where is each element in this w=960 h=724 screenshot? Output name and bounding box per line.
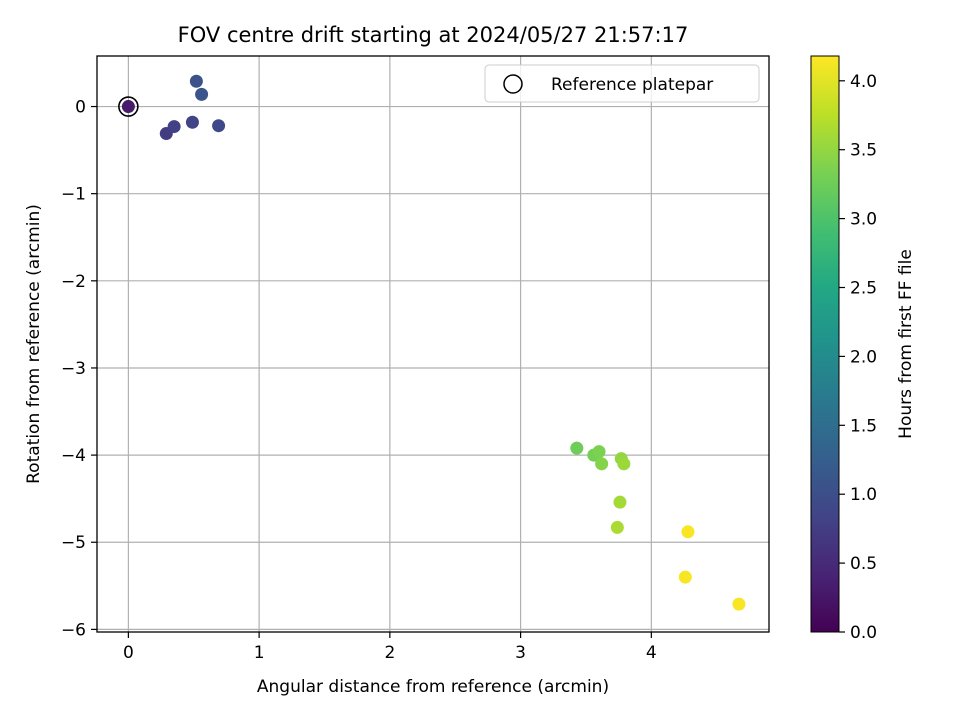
data-point [678, 570, 692, 584]
x-tick-label: 2 [384, 643, 395, 663]
legend-label: Reference platepar [551, 75, 713, 95]
data-point [613, 495, 627, 509]
data-point [570, 441, 584, 455]
colorbar-tick-label: 0.0 [850, 623, 877, 643]
colorbar-tick-label: 3.5 [850, 141, 877, 161]
axis-ticks: 0 1 2 3 4 0 −1 −2 −3 −4 −5 −6 [61, 98, 657, 663]
x-axis-label: Angular distance from reference (arcmin) [257, 677, 609, 697]
plot-frame [96, 55, 770, 633]
colorbar-tick-label: 3.0 [850, 210, 877, 230]
legend: Reference platepar [484, 64, 760, 103]
x-tick-label: 4 [646, 643, 657, 663]
grid-lines [97, 56, 769, 632]
data-point [595, 457, 609, 471]
y-tick-label: −6 [61, 620, 86, 640]
data-point [732, 597, 746, 611]
colorbar-tick-label: 2.5 [850, 279, 877, 299]
colorbar-tick-label: 2.0 [850, 347, 877, 367]
reference-platepar-marker [118, 96, 139, 117]
chart-title: FOV centre drift starting at 2024/05/27 … [178, 23, 689, 47]
y-tick-label: −2 [61, 272, 86, 292]
legend-marker [503, 74, 523, 94]
x-tick-label: 1 [254, 643, 265, 663]
data-point [121, 100, 135, 114]
data-point [212, 119, 226, 133]
data-point [681, 525, 695, 539]
data-point [195, 87, 209, 101]
y-tick-label: −1 [61, 185, 86, 205]
data-point [189, 74, 203, 88]
colorbar: 0.0 0.5 1.0 1.5 2.0 2.5 3.0 3.5 4.0 Hours from f… [810, 55, 916, 643]
colorbar-ticks: 0.0 0.5 1.0 1.5 2.0 2.5 3.0 3.5 4.0 [839, 72, 877, 643]
data-point [167, 120, 181, 134]
colorbar-tick-label: 1.0 [850, 485, 877, 505]
y-tick-label: 0 [75, 98, 86, 118]
y-tick-label: −4 [61, 446, 86, 466]
x-tick-label: 3 [515, 643, 526, 663]
data-point [610, 520, 624, 534]
colorbar-label: Hours from first FF file [896, 249, 916, 439]
legend-box [484, 64, 760, 103]
colorbar-tick-label: 4.0 [850, 72, 877, 92]
data-point [617, 457, 631, 471]
y-axis-label: Rotation from reference (arcmin) [24, 204, 44, 484]
data-points [118, 74, 746, 611]
y-tick-label: −3 [61, 359, 86, 379]
y-tick-label: −5 [61, 533, 86, 553]
colorbar-tick-label: 0.5 [850, 554, 877, 574]
colorbar-fill [810, 55, 840, 633]
colorbar-tick-label: 1.5 [850, 416, 877, 436]
x-tick-label: 0 [123, 643, 134, 663]
data-point [592, 445, 606, 459]
data-point [185, 115, 199, 129]
